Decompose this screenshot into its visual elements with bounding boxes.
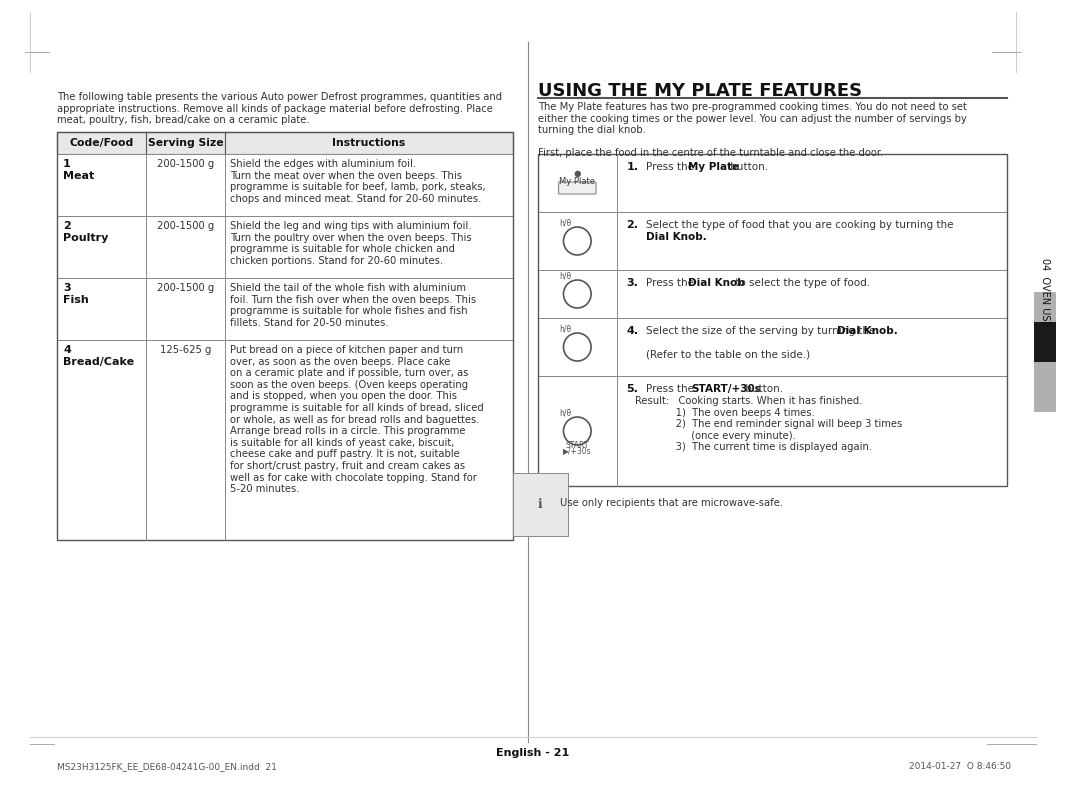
- Bar: [57, 132, 513, 154]
- Text: Shield the edges with aluminium foil.
Turn the meat over when the oven beeps. Th: Shield the edges with aluminium foil. Tu…: [230, 159, 486, 204]
- Text: 2: 2: [63, 221, 71, 231]
- Text: Select the type of food that you are cooking by turning the: Select the type of food that you are coo…: [646, 220, 954, 230]
- Text: The My Plate features has two pre-programmed cooking times. You do not need to s: The My Plate features has two pre-progra…: [538, 102, 967, 158]
- Text: 200-1500 g: 200-1500 g: [157, 159, 214, 169]
- Text: ⚫: ⚫: [571, 168, 583, 182]
- Bar: [1035, 292, 1056, 412]
- Bar: [538, 154, 1007, 212]
- Text: to select the type of food.: to select the type of food.: [732, 278, 870, 288]
- Bar: [57, 154, 513, 216]
- Text: h/θ: h/θ: [559, 272, 571, 280]
- Text: Shield the leg and wing tips with aluminium foil.
Turn the poultry over when the: Shield the leg and wing tips with alumin…: [230, 221, 472, 266]
- Text: h/θ: h/θ: [559, 409, 571, 417]
- Text: 4: 4: [63, 345, 71, 355]
- Text: Press the: Press the: [646, 162, 698, 172]
- Text: h/θ: h/θ: [559, 325, 571, 333]
- Text: 04  OVEN USE: 04 OVEN USE: [1040, 257, 1050, 326]
- Bar: [57, 278, 513, 340]
- Text: 5.: 5.: [626, 384, 638, 394]
- Text: Fish: Fish: [63, 295, 89, 305]
- Bar: [538, 154, 1007, 486]
- Text: Serving Size: Serving Size: [148, 138, 224, 148]
- Text: 200-1500 g: 200-1500 g: [157, 283, 214, 293]
- Bar: [57, 132, 513, 540]
- Text: Use only recipients that are microwave-safe.: Use only recipients that are microwave-s…: [559, 498, 783, 508]
- Text: 2.: 2.: [626, 220, 638, 230]
- Bar: [538, 318, 1007, 376]
- Text: Press the: Press the: [646, 384, 698, 394]
- Bar: [57, 340, 513, 540]
- Text: 3: 3: [63, 283, 71, 293]
- Text: h/θ: h/θ: [559, 219, 571, 227]
- Text: button.: button.: [742, 384, 783, 394]
- Text: (Refer to the table on the side.): (Refer to the table on the side.): [646, 338, 810, 360]
- Text: START: START: [566, 440, 589, 450]
- Text: Code/Food: Code/Food: [69, 138, 134, 148]
- Bar: [538, 376, 1007, 486]
- Text: 125-625 g: 125-625 g: [160, 345, 212, 355]
- Text: Bread/Cake: Bread/Cake: [63, 357, 134, 367]
- Text: English - 21: English - 21: [496, 748, 569, 758]
- Text: 3.: 3.: [626, 278, 638, 288]
- Bar: [57, 216, 513, 278]
- FancyBboxPatch shape: [558, 182, 596, 194]
- Text: Put bread on a piece of kitchen paper and turn
over, as soon as the oven beeps. : Put bread on a piece of kitchen paper an…: [230, 345, 484, 494]
- Text: Select the size of the serving by turning the: Select the size of the serving by turnin…: [646, 326, 879, 336]
- Text: START/+30s: START/+30s: [691, 384, 760, 394]
- Text: Poultry: Poultry: [63, 233, 108, 243]
- Text: 200-1500 g: 200-1500 g: [157, 221, 214, 231]
- Text: My Plate: My Plate: [688, 162, 739, 172]
- Text: button.: button.: [727, 162, 768, 172]
- Text: Dial Knob.: Dial Knob.: [646, 232, 707, 242]
- Bar: [1035, 322, 1056, 362]
- Text: 1: 1: [63, 159, 71, 169]
- Text: Press the: Press the: [646, 278, 698, 288]
- Text: Shield the tail of the whole fish with aluminium
foil. Turn the fish over when t: Shield the tail of the whole fish with a…: [230, 283, 476, 328]
- Text: Dial Knob: Dial Knob: [688, 278, 744, 288]
- Text: Meat: Meat: [63, 171, 94, 181]
- Text: 1.: 1.: [626, 162, 638, 172]
- Text: Result:   Cooking starts. When it has finished.
             1)  The oven beeps : Result: Cooking starts. When it has fini…: [635, 396, 902, 452]
- Text: My Plate: My Plate: [559, 177, 595, 185]
- Text: Instructions: Instructions: [333, 138, 406, 148]
- Bar: [538, 270, 1007, 318]
- Text: ▶/+30s: ▶/+30s: [563, 447, 592, 455]
- Text: MS23H3125FK_EE_DE68-04241G-00_EN.indd  21: MS23H3125FK_EE_DE68-04241G-00_EN.indd 21: [57, 762, 278, 771]
- Text: USING THE MY PLATE FEATURES: USING THE MY PLATE FEATURES: [538, 82, 862, 100]
- Bar: [538, 212, 1007, 270]
- Text: ℹ: ℹ: [538, 498, 542, 511]
- Text: 4.: 4.: [626, 326, 638, 336]
- Text: Dial Knob.: Dial Knob.: [837, 326, 897, 336]
- Text: The following table presents the various Auto power Defrost programmes, quantiti: The following table presents the various…: [57, 92, 502, 125]
- Text: 2014-01-27  Ο 8:46:50: 2014-01-27 Ο 8:46:50: [909, 762, 1012, 771]
